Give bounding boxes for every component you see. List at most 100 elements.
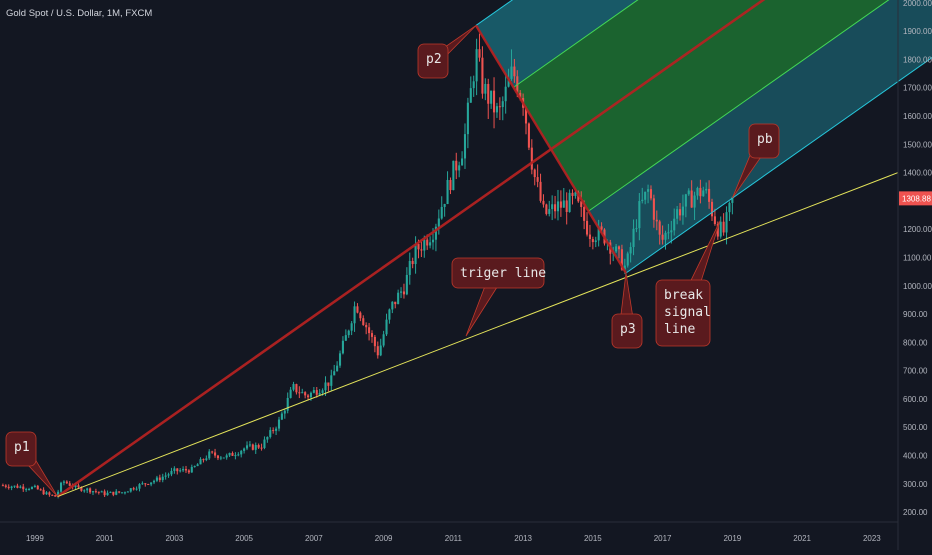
candle-body (362, 318, 365, 325)
candle-body (115, 491, 118, 495)
candle-body (237, 454, 240, 456)
candle-body (710, 201, 714, 217)
pitchfork-handle-line (475, 24, 628, 274)
pitchfork-lower-line (625, 57, 932, 274)
candle-body (397, 292, 400, 305)
candle-body (600, 226, 603, 230)
candle-body (173, 468, 176, 471)
candle-body (574, 192, 577, 196)
candle-body (513, 66, 516, 77)
candle-body (251, 444, 254, 450)
candle-body (216, 455, 220, 459)
candle-body (731, 197, 734, 203)
callout-p1: p1 (5, 431, 58, 497)
candle-body (347, 330, 350, 336)
candle-body (315, 390, 318, 395)
candle-body (400, 291, 403, 293)
y-tick-label: 2000.00 (903, 0, 932, 8)
candle-body (667, 232, 670, 234)
candle-body (205, 458, 208, 460)
candle-body (28, 488, 31, 490)
candle-body (632, 228, 635, 248)
x-tick-label: 2011 (445, 534, 463, 543)
candle-body (420, 249, 423, 251)
candle-body (190, 466, 193, 473)
candle-body (536, 177, 539, 182)
candle-body (97, 491, 100, 493)
candle-body (196, 464, 199, 467)
candle-body (260, 447, 263, 449)
candle-body (39, 489, 42, 491)
candle-body (370, 333, 374, 337)
y-tick-label: 1100.00 (903, 253, 932, 262)
callout-p1-label: p1 (14, 440, 30, 455)
candle-body (638, 201, 641, 229)
candle-body (199, 459, 202, 465)
candle-body (693, 195, 696, 208)
candle-body (208, 451, 211, 459)
candle-body (42, 489, 45, 495)
candle-body (431, 239, 435, 243)
candle-body (690, 190, 693, 208)
callout-trigger: triger line (451, 257, 546, 337)
y-tick-label: 1600.00 (903, 112, 932, 121)
candle-body (25, 489, 28, 491)
candle-body (4, 485, 7, 487)
candle-body (490, 90, 493, 104)
candle-body (158, 477, 161, 481)
callout-p3: p3 (611, 272, 643, 349)
candle-body (472, 81, 475, 89)
candle-body (594, 240, 597, 243)
pitchfork-zone-upper (476, 0, 638, 88)
candle-body (391, 301, 394, 310)
candle-body (548, 209, 551, 214)
candle-body (461, 158, 464, 166)
candle-body (405, 274, 408, 295)
candle-body (719, 221, 722, 237)
candle-body (426, 239, 429, 246)
candle-body (103, 491, 106, 496)
candle-body (463, 134, 467, 159)
candle-body (10, 486, 13, 488)
candle-body (440, 206, 443, 219)
candle-body (385, 319, 388, 335)
x-tick-label: 2003 (165, 534, 183, 543)
candle-body (556, 201, 560, 212)
candle-body (167, 474, 170, 476)
candle-body (676, 209, 679, 219)
x-tick-label: 2019 (723, 534, 741, 543)
candle-body (542, 200, 545, 205)
candle-body (65, 481, 68, 484)
candle-body (22, 486, 25, 490)
candle-body (687, 190, 690, 195)
candle-body (83, 490, 86, 492)
candle-body (57, 491, 60, 497)
candle-body (286, 397, 289, 411)
candle-body (562, 200, 565, 208)
candle-body (423, 239, 426, 251)
candle-body (510, 66, 513, 79)
candle-body (123, 492, 127, 494)
x-tick-label: 2007 (305, 534, 323, 543)
candle-body (388, 309, 391, 320)
candle-body (434, 226, 437, 240)
callout-p2-label: p2 (426, 52, 442, 67)
candle-body (89, 488, 92, 493)
candle-body (411, 260, 414, 265)
candle-body (478, 49, 481, 58)
candle-body (321, 390, 324, 393)
candle-body (152, 480, 156, 483)
pitchfork-inner-lower-line (588, 0, 890, 212)
candle-body (554, 204, 557, 212)
candle-body (652, 198, 655, 220)
candle-body (408, 260, 411, 275)
candle-body (492, 90, 496, 113)
candle-body (245, 445, 249, 449)
candle-body (338, 353, 342, 366)
callout-p3-label: p3 (620, 322, 636, 337)
candle-body (545, 204, 548, 214)
candle-body (193, 466, 196, 468)
x-tick-label: 1999 (26, 534, 44, 543)
